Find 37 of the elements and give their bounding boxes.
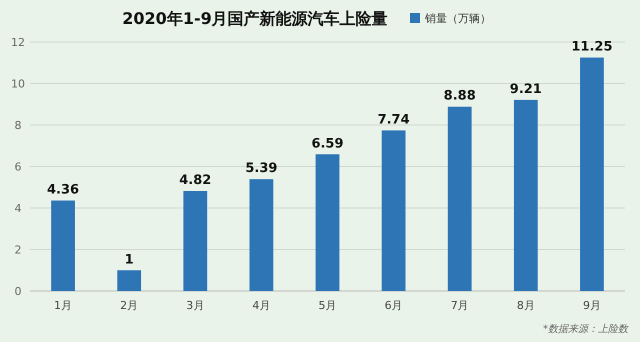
bar <box>316 154 340 291</box>
data-label: 6.59 <box>311 136 344 152</box>
data-label: 8.88 <box>444 88 476 104</box>
chart-title: 2020年1-9月国产新能源汽车上险量 <box>122 9 388 28</box>
data-label: 9.21 <box>510 82 542 97</box>
x-tick-label: 9月 <box>582 299 601 312</box>
data-label: 11.25 <box>571 40 613 55</box>
x-tick-label: 2月 <box>120 299 138 312</box>
data-label: 7.74 <box>378 112 410 128</box>
text: *数据来源：上险数 <box>543 323 629 335</box>
bar <box>448 106 472 291</box>
x-tick-label: 7月 <box>450 299 469 312</box>
bar <box>382 130 406 291</box>
y-tick-label: 2 <box>14 244 22 256</box>
bar <box>580 58 604 291</box>
bar <box>51 200 75 291</box>
bar <box>183 190 208 291</box>
data-label: 5.39 <box>245 161 278 176</box>
data-label: 4.82 <box>179 172 212 188</box>
x-tick-label: 6月 <box>384 299 403 312</box>
y-tick-label: 10 <box>11 78 25 90</box>
legend-label: 销量（万辆） <box>424 12 491 25</box>
x-tick-label: 8月 <box>516 299 535 312</box>
x-tick-label: 4月 <box>252 299 270 312</box>
x-tick-label: 5月 <box>318 299 336 312</box>
y-tick-label: 0 <box>14 285 22 298</box>
data-label: 4.36 <box>47 182 80 198</box>
data-label: 1 <box>124 252 134 268</box>
bar <box>117 270 142 291</box>
x-tick-label: 1月 <box>54 299 72 312</box>
y-tick-label: 8 <box>14 119 22 132</box>
y-tick-label: 4 <box>14 202 22 215</box>
bar <box>514 100 538 291</box>
bar <box>249 179 274 291</box>
x-tick-label: 3月 <box>186 299 204 312</box>
y-tick-label: 6 <box>14 160 22 174</box>
y-tick-label: 12 <box>11 36 25 49</box>
